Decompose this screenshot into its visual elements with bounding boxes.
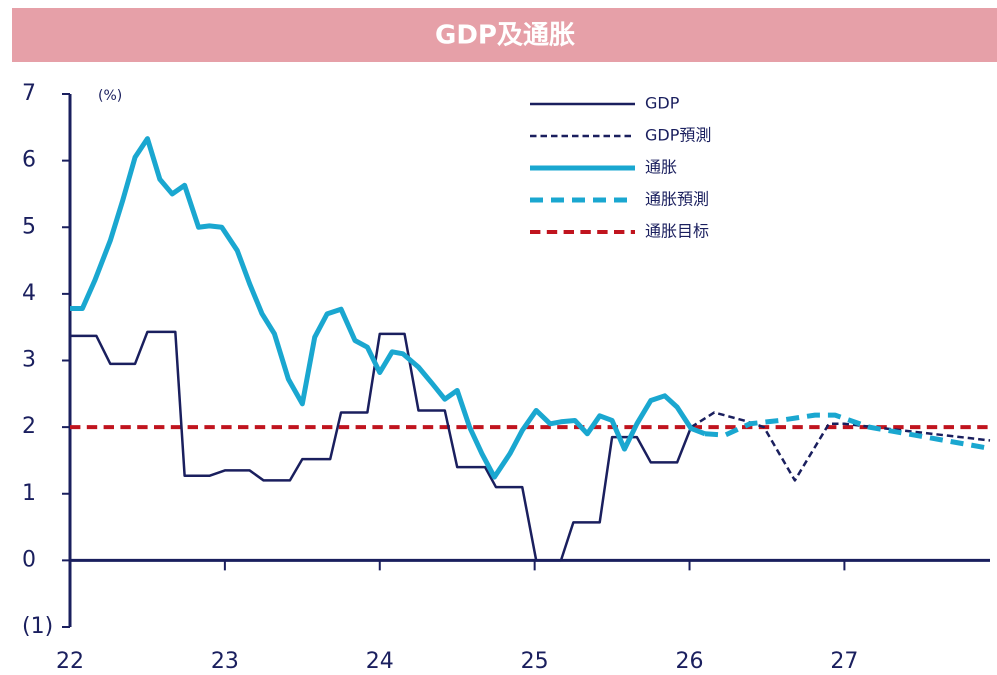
y-tick-label: 2 xyxy=(22,414,36,439)
x-tick-label: 26 xyxy=(676,649,704,674)
y-tick-label: 3 xyxy=(22,348,36,373)
title-banner xyxy=(12,8,997,62)
y-tick-label: 0 xyxy=(22,547,36,572)
series-line xyxy=(704,412,991,451)
y-tick-label: 1 xyxy=(22,481,36,506)
series-line xyxy=(70,330,693,562)
legend-label: 通胀 xyxy=(645,158,677,177)
y-tick-label: 7 xyxy=(22,81,36,106)
y-tick-label: 4 xyxy=(22,281,36,306)
series-line xyxy=(70,136,706,480)
y-axis-label: (%) xyxy=(98,88,122,104)
x-tick-label: 22 xyxy=(56,649,84,674)
y-tick-label: (1) xyxy=(22,614,53,639)
x-tick-label: 23 xyxy=(211,649,239,674)
chart-title: GDP及通胀 xyxy=(435,21,575,51)
legend-label: GDP預測 xyxy=(645,126,711,145)
legend-label: GDP xyxy=(645,94,680,113)
legend-label: 通胀目标 xyxy=(645,222,709,241)
x-tick-label: 24 xyxy=(366,649,394,674)
x-tick-label: 27 xyxy=(830,649,858,674)
y-tick-label: 5 xyxy=(22,214,36,239)
legend-label: 通胀預測 xyxy=(645,190,709,209)
series-line xyxy=(690,411,991,482)
x-tick-label: 25 xyxy=(521,649,549,674)
y-tick-label: 6 xyxy=(22,148,36,173)
